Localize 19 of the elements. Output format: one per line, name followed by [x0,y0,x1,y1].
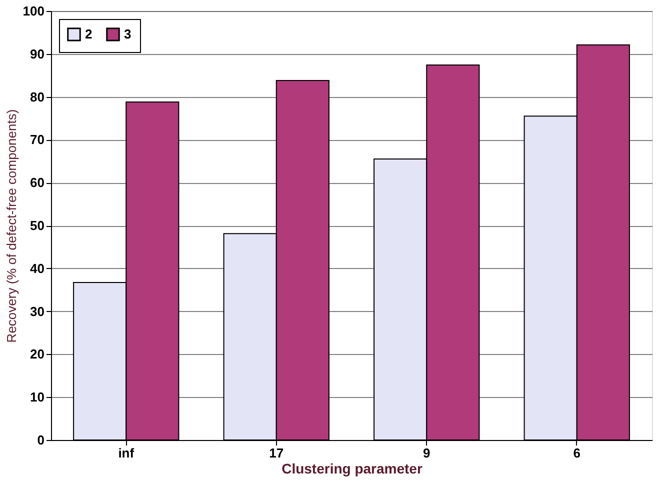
y-tick-label: 40 [30,260,44,276]
y-axis-title: Recovery (% of defect-free components) [4,109,19,343]
y-tick-label: 90 [30,46,44,62]
legend-label: 3 [124,26,132,42]
y-tick-label: 80 [30,89,44,104]
y-tick-label: 20 [30,346,44,362]
x-axis-title: Clustering parameter [282,460,423,476]
y-tick-label: 60 [30,175,44,190]
y-tick-label: 0 [37,432,44,448]
y-tick-label: 100 [22,4,44,18]
legend-label: 2 [85,26,92,42]
y-tick-label: 30 [30,304,44,319]
x-tick-label: 9 [423,446,430,460]
y-tick-label: 70 [30,132,44,148]
x-tick-label: 6 [573,446,580,460]
y-tick-label: 10 [30,390,44,405]
x-tick-label: inf [118,446,135,460]
x-tick-label: 17 [269,446,284,460]
y-tick-label: 50 [30,218,44,233]
